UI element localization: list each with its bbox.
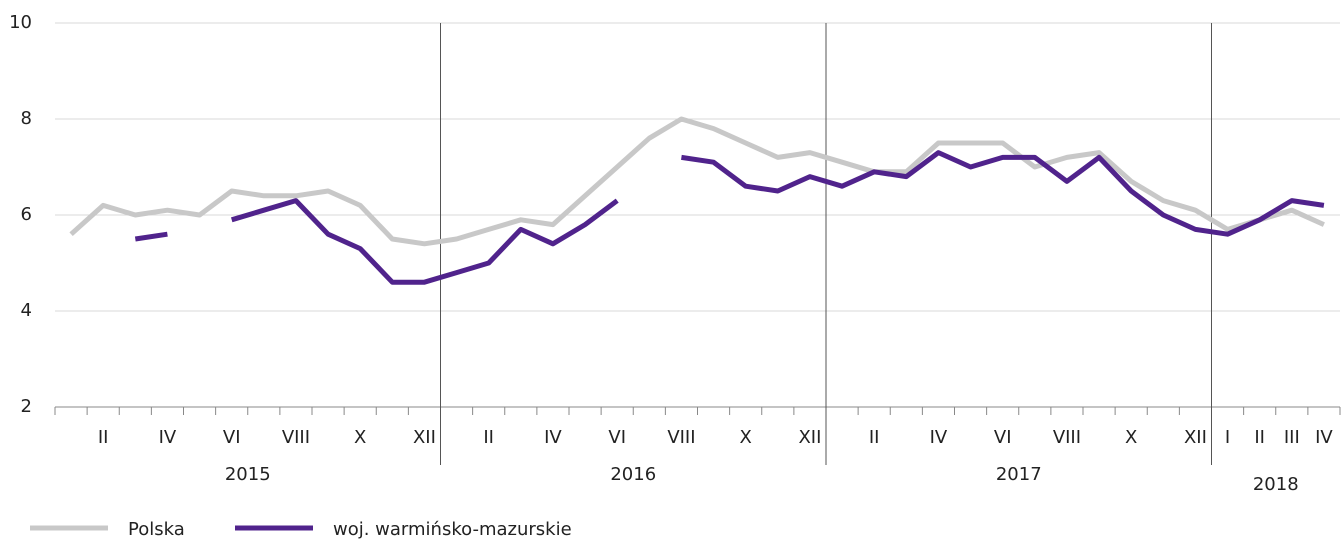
- year-label: 2018: [1253, 474, 1299, 495]
- x-tick-label: VI: [608, 427, 626, 448]
- year-label: 2017: [996, 464, 1042, 485]
- x-tick-label: VI: [223, 427, 241, 448]
- x-tick-label: II: [869, 427, 880, 448]
- y-tick-label: 4: [21, 300, 32, 321]
- x-tick-label: XII: [413, 427, 436, 448]
- legend-label: Polska: [128, 519, 185, 540]
- x-tick-label: IV: [159, 427, 177, 448]
- x-tick-label: IV: [1315, 427, 1333, 448]
- x-tick-label: X: [740, 427, 752, 448]
- y-tick-label: 2: [21, 396, 32, 417]
- x-tick-label: VIII: [282, 427, 310, 448]
- y-tick-label: 10: [9, 12, 32, 33]
- series-line: [134, 150, 1325, 285]
- x-tick-label: II: [483, 427, 494, 448]
- x-tick-label: I: [1225, 427, 1230, 448]
- x-tick-label: X: [354, 427, 366, 448]
- series-line: [69, 116, 1325, 247]
- y-tick-label: 8: [21, 108, 32, 129]
- x-tick-label: VIII: [667, 427, 695, 448]
- y-tick-label: 6: [21, 204, 32, 225]
- year-label: 2016: [610, 464, 656, 485]
- x-tick-label: VIII: [1053, 427, 1081, 448]
- x-tick-label: X: [1125, 427, 1137, 448]
- year-label: 2015: [225, 464, 271, 485]
- x-tick-label: IV: [544, 427, 562, 448]
- x-tick-label: IV: [930, 427, 948, 448]
- x-tick-label: III: [1284, 427, 1300, 448]
- legend-label: woj. warmińsko-mazurskie: [333, 519, 572, 540]
- x-tick-label: II: [98, 427, 109, 448]
- x-tick-label: XII: [1184, 427, 1207, 448]
- x-tick-label: II: [1254, 427, 1265, 448]
- x-tick-label: VI: [994, 427, 1012, 448]
- x-tick-label: XII: [798, 427, 821, 448]
